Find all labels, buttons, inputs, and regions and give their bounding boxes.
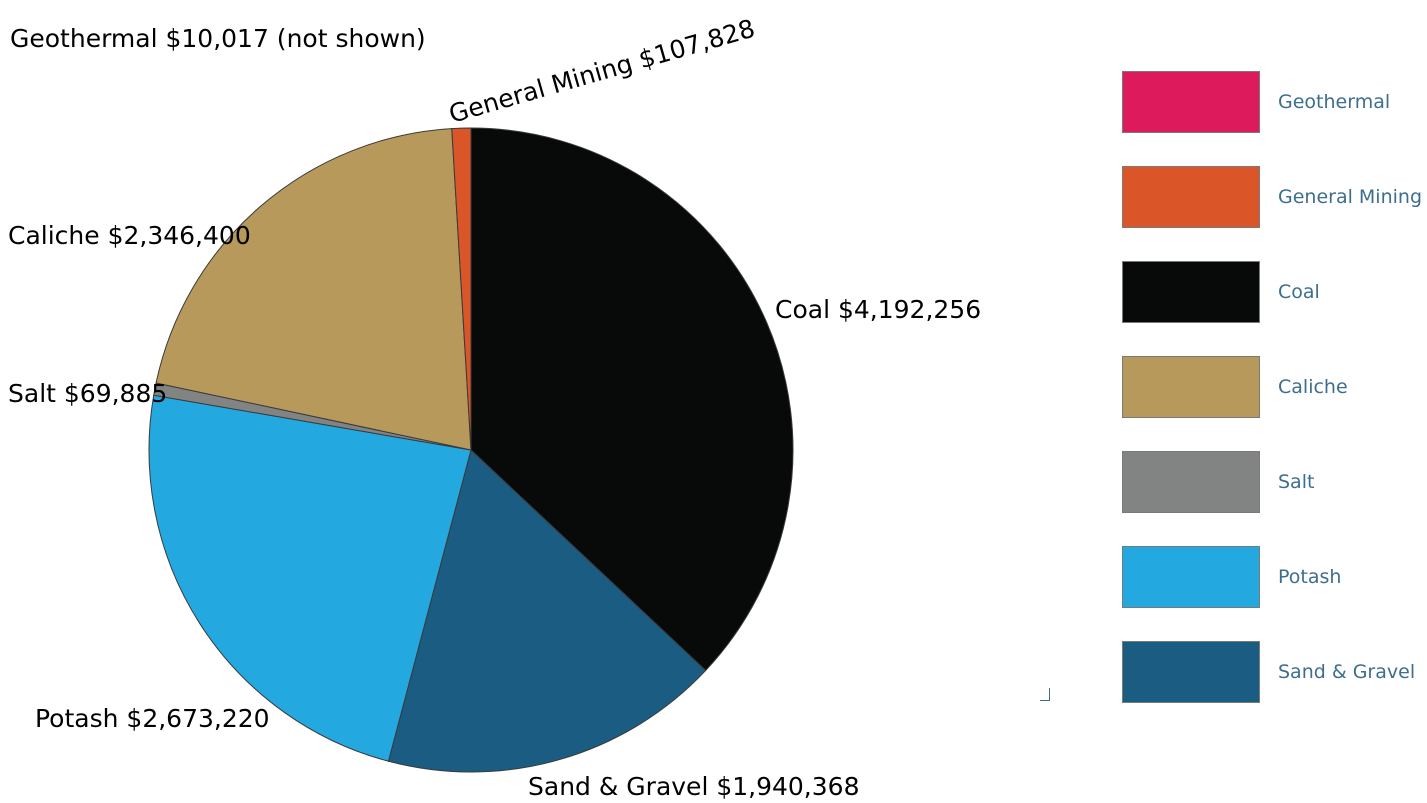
legend-item-coal: Coal [1122, 260, 1422, 324]
legend-item-geothermal: Geothermal [1122, 70, 1422, 134]
slice-label-geothermal: Geothermal $10,017 (not shown) [10, 24, 426, 53]
pie-slices [148, 127, 794, 773]
slice-label-coal: Coal $4,192,256 [775, 295, 981, 324]
legend-item-sand-gravel: Sand & Gravel [1122, 640, 1422, 704]
slice-label-general-mining: General Mining $107,828 [446, 14, 758, 129]
legend-item-general-mining: General Mining [1122, 165, 1422, 229]
pie-slice-sand-gravel [387, 449, 707, 773]
pie-slice-general-mining [451, 127, 472, 451]
legend-label-geothermal: Geothermal [1278, 91, 1391, 113]
legend-swatch-coal [1122, 261, 1260, 323]
legend-label-coal: Coal [1278, 281, 1320, 303]
pie-slice-coal [470, 127, 794, 672]
legend-swatch-salt [1122, 451, 1260, 513]
legend-swatch-potash [1122, 546, 1260, 608]
slice-label-sand-gravel: Sand & Gravel $1,940,368 [528, 772, 859, 801]
legend-label-caliche: Caliche [1278, 376, 1348, 398]
slice-label-caliche: Caliche $2,346,400 [8, 221, 251, 250]
legend-item-salt: Salt [1122, 450, 1422, 514]
legend-swatch-caliche [1122, 356, 1260, 418]
chart-legend: Geothermal General Mining Coal Caliche S… [1122, 70, 1422, 704]
legend-swatch-sand-gravel [1122, 641, 1260, 703]
legend-label-general-mining: General Mining [1278, 186, 1423, 208]
legend-swatch-general-mining [1122, 166, 1260, 228]
legend-label-salt: Salt [1278, 471, 1315, 493]
slice-label-salt: Salt $69,885 [8, 379, 167, 408]
pie-slice-potash [148, 394, 472, 762]
legend-label-sand-gravel: Sand & Gravel [1278, 661, 1416, 683]
legend-label-potash: Potash [1278, 566, 1342, 588]
slice-label-potash: Potash $2,673,220 [35, 704, 270, 733]
corner-mark [1040, 688, 1050, 701]
legend-item-caliche: Caliche [1122, 355, 1422, 419]
pie-slice-caliche [155, 128, 472, 451]
legend-item-potash: Potash [1122, 545, 1422, 609]
legend-swatch-geothermal [1122, 71, 1260, 133]
